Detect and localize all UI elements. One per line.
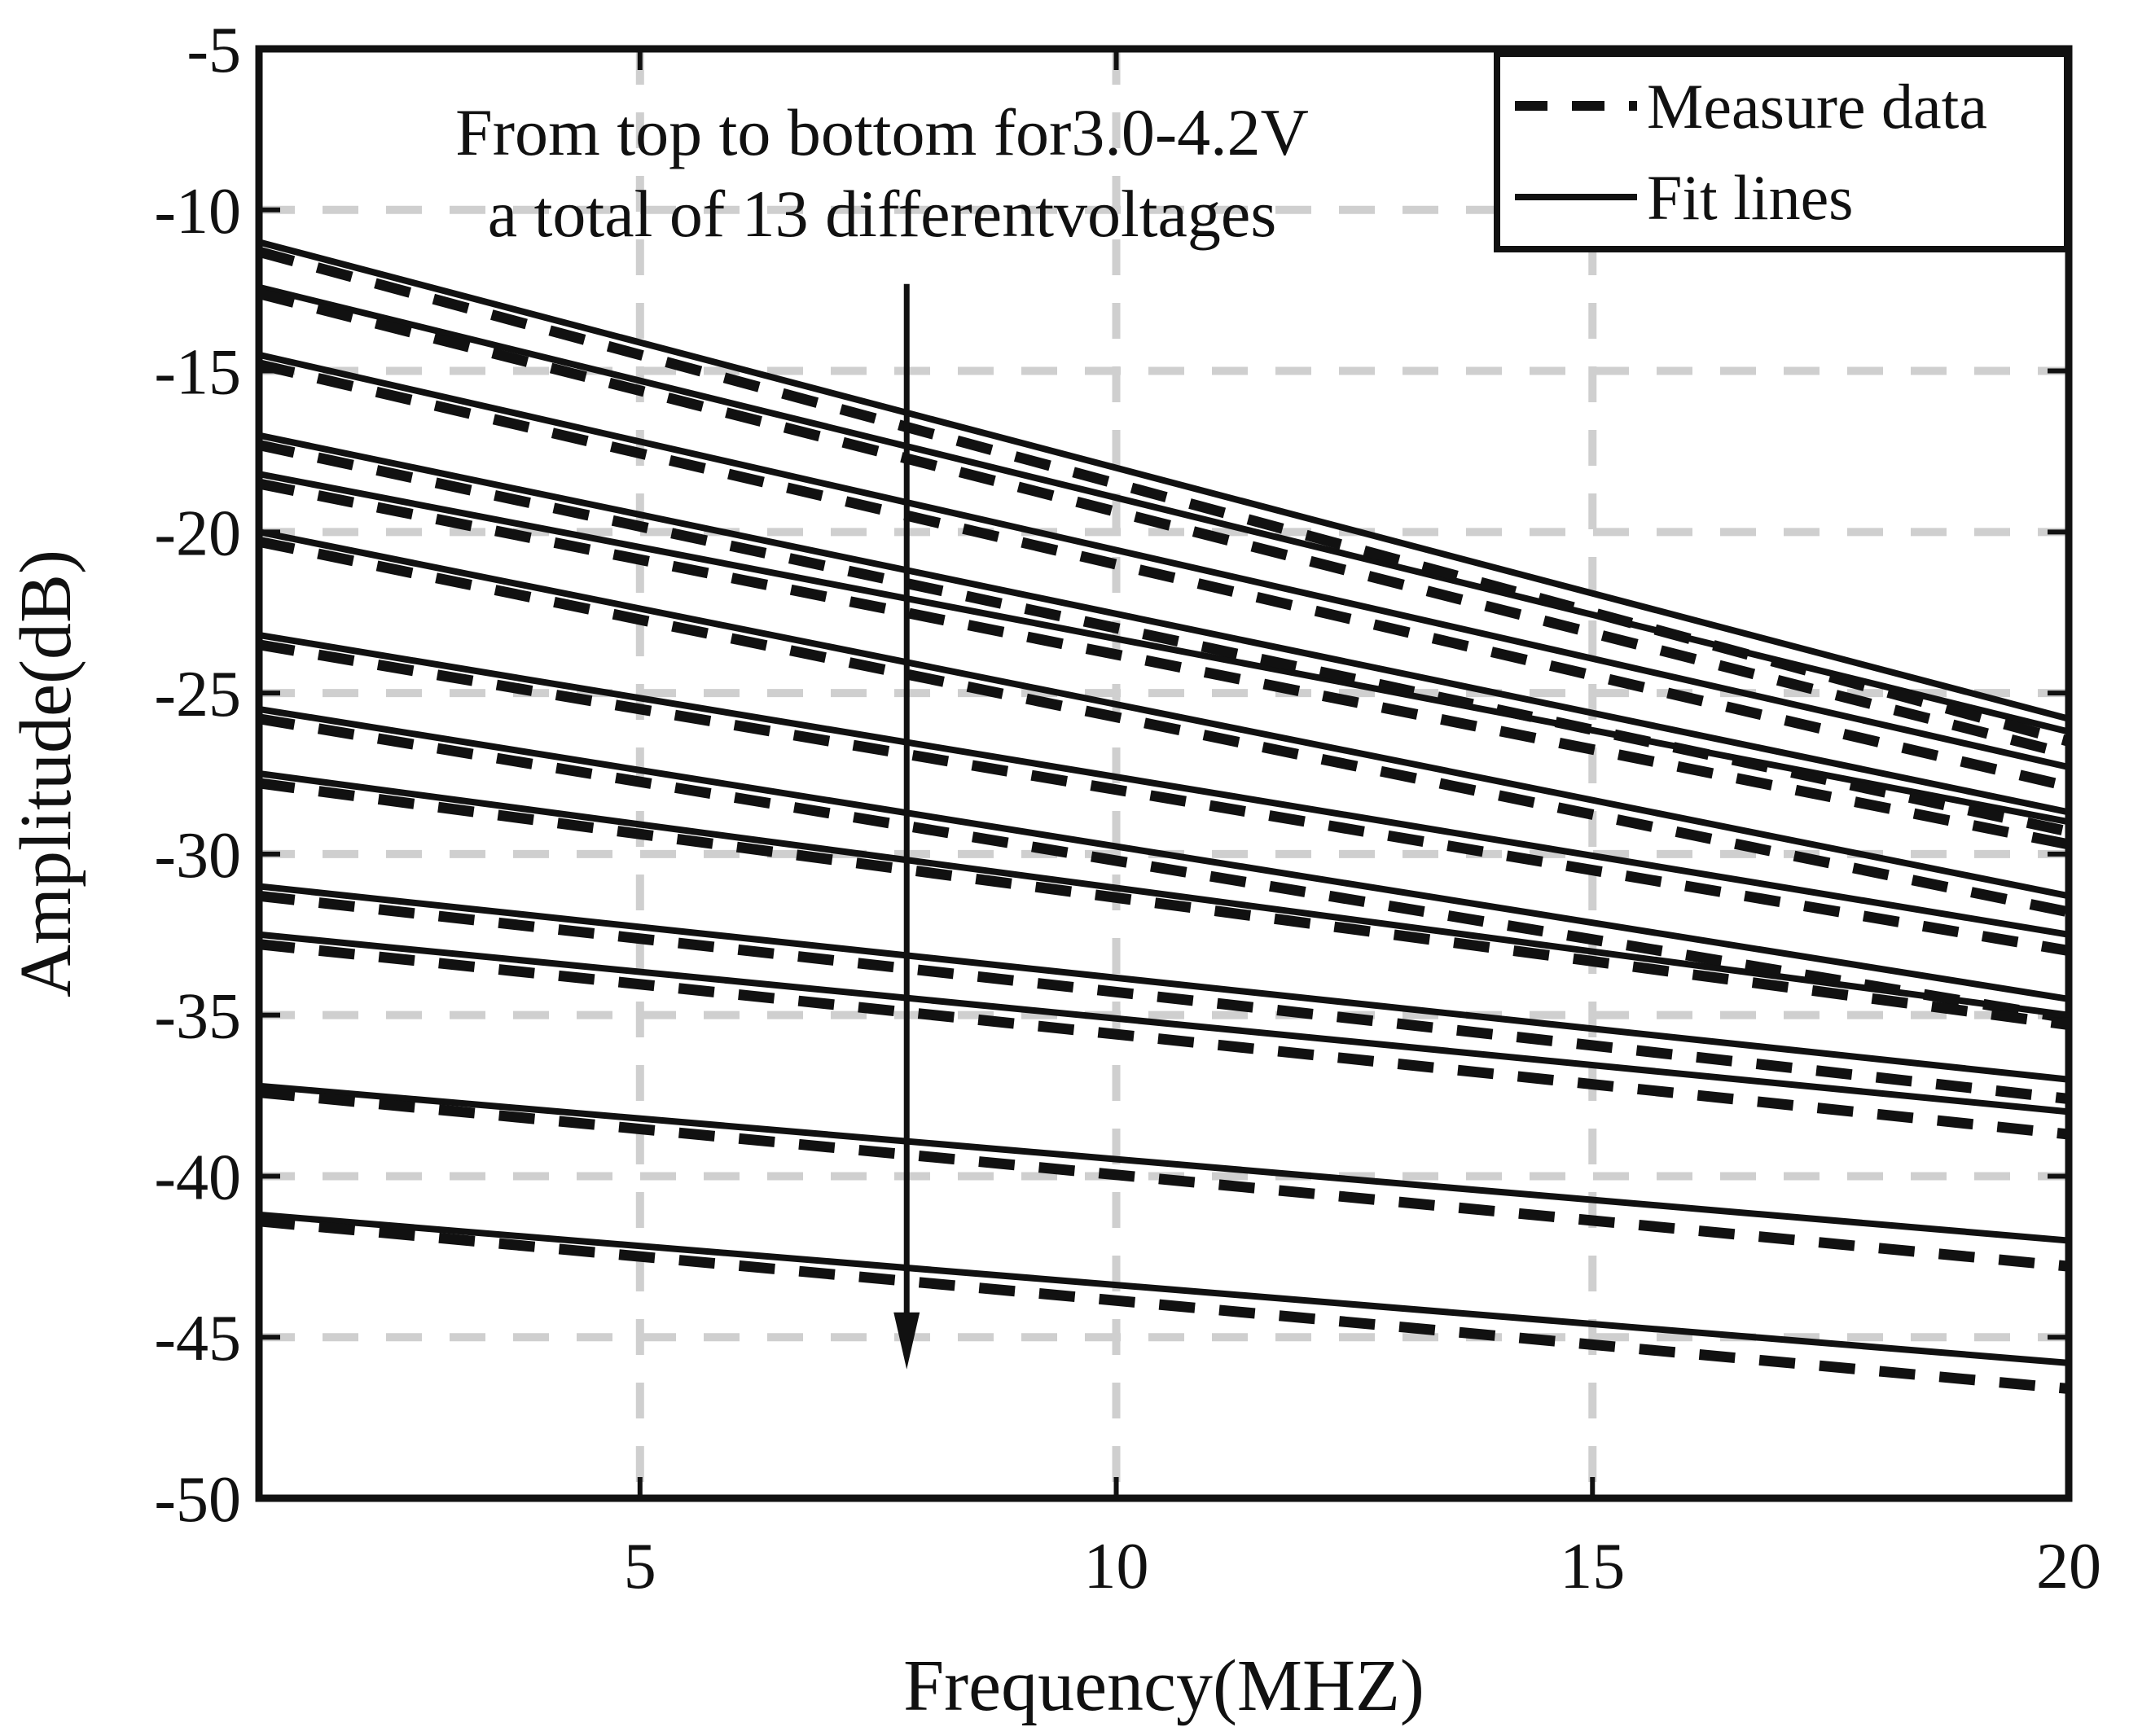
legend-box [1494, 50, 2070, 252]
measure-data-line-4 [257, 440, 2070, 837]
fit-line-7 [258, 631, 2070, 938]
fit-line-6 [258, 528, 2070, 900]
measure-data-line-5 [257, 478, 2070, 850]
y-tick-label: -5 [187, 15, 241, 86]
fit-line-13 [258, 1211, 2070, 1366]
plot-frame [255, 45, 2073, 1502]
annotation: From top to bottom for3.0-4.2V a total o… [455, 95, 1309, 1370]
y-tick-label: -10 [154, 176, 241, 248]
y-tick-label: -35 [154, 981, 241, 1053]
y-tick-label: -25 [154, 659, 241, 730]
measure-data-line-6 [257, 536, 2070, 918]
data-layer [257, 239, 2070, 1394]
legend-label-fit-lines: Fit lines [1647, 162, 1854, 233]
measure-data-line-2 [257, 288, 2070, 760]
fit-line-3 [258, 351, 2070, 770]
legend-label-measure-data: Measure data [1647, 71, 1987, 142]
measure-data-line-3 [257, 359, 2070, 792]
tick-layer: 5 10 15 20 -5 -10 -15 -20 -25 -30 -35 -40 -45 -50 [154, 15, 2101, 1602]
x-tick-label: 10 [1084, 1531, 1149, 1602]
measure-data-line-8 [257, 713, 2070, 1024]
fit-line-2 [258, 283, 2070, 735]
y-tick-label: -45 [154, 1303, 241, 1374]
y-tick-label: -30 [154, 820, 241, 892]
measure-data-line-13 [258, 1216, 2070, 1394]
fit-line-1 [257, 239, 2070, 722]
fit-line-4 [258, 432, 2070, 816]
y-tick-label: -50 [154, 1464, 241, 1536]
annotation-line-2: a total of 13 differentvoltages [488, 177, 1277, 251]
fit-line-10 [258, 883, 2070, 1083]
measure-data-line-1 [257, 246, 2070, 747]
legend: Measure data Fit lines [1494, 50, 2070, 252]
measure-data-line-11 [258, 939, 2070, 1140]
x-tick-label: 15 [1560, 1531, 1625, 1602]
fit-line-12 [258, 1082, 2070, 1244]
x-tick-label: 5 [624, 1531, 656, 1602]
measure-data-line-10 [258, 890, 2070, 1104]
y-axis-title: Amplitude(dB) [6, 550, 86, 997]
y-tick-label: -40 [154, 1142, 241, 1213]
y-tick-label: -15 [154, 337, 241, 409]
measure-data-line-9 [258, 778, 2070, 1030]
measure-data-line-7 [257, 639, 2070, 956]
annotation-arrow-head [893, 1312, 920, 1370]
measure-data-line-12 [258, 1087, 2070, 1272]
x-axis-title: Frequency(MHZ) [903, 1646, 1424, 1726]
fit-line-11 [258, 931, 2070, 1116]
fit-line-8 [258, 705, 2070, 1002]
frame-layer [255, 45, 2073, 1502]
y-tick-label: -20 [154, 498, 241, 569]
fit-line-9 [258, 770, 2070, 1019]
x-tick-label: 20 [2036, 1531, 2101, 1602]
annotation-line-1: From top to bottom for3.0-4.2V [455, 95, 1309, 169]
